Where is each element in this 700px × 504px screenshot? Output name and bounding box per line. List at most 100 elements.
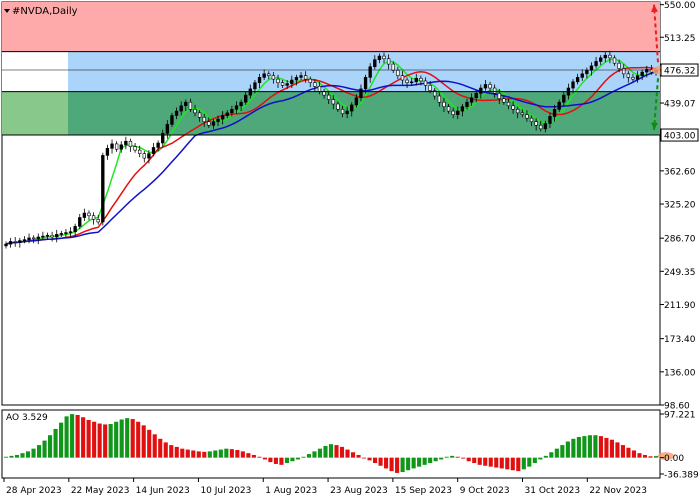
candle: [539, 120, 543, 132]
ao-bar: [246, 453, 251, 458]
date-tick-label: 23 Aug 2023: [330, 486, 388, 496]
candle: [331, 95, 335, 110]
ao-bar: [521, 457, 526, 470]
candle: [299, 72, 303, 81]
candle: [151, 143, 156, 157]
ao-bar: [262, 457, 267, 460]
ao-tick-label: 0.00: [664, 454, 684, 464]
price-tick-label: 211.90: [664, 301, 696, 311]
candle: [460, 103, 465, 117]
candle: [119, 141, 123, 153]
ao-bar: [317, 448, 323, 458]
ao-bar: [637, 453, 642, 458]
date-tick-label: 15 Sep 2023: [395, 486, 452, 496]
ao-bar: [604, 437, 609, 458]
arrow-up-head-icon: [651, 4, 658, 13]
candle: [244, 91, 248, 105]
candle: [147, 150, 151, 164]
arrow-up-line: [653, 4, 659, 63]
ao-bar: [31, 448, 36, 458]
candle: [506, 98, 511, 110]
candle: [179, 101, 183, 116]
ao-bar: [290, 457, 295, 462]
ao-bar: [207, 451, 212, 458]
candle: [50, 231, 54, 242]
candle: [359, 84, 363, 102]
ao-bar: [295, 457, 301, 460]
candle: [285, 80, 289, 89]
ao-bar: [543, 455, 548, 458]
candle: [474, 90, 478, 103]
ao-bar: [527, 457, 532, 467]
ao-bar: [174, 446, 179, 458]
zone-left-blank: [2, 51, 68, 92]
level-label-box: [660, 63, 699, 77]
candle: [585, 67, 589, 79]
candle: [188, 98, 193, 112]
candle: [73, 223, 77, 238]
ao-bar: [516, 457, 521, 472]
ao-bar: [466, 457, 471, 462]
price-axis: 550.00 513.25 476.32 439.07 403.00 362.60 325.…: [660, 1, 699, 412]
ao-bar: [576, 437, 581, 458]
ao-bar: [361, 457, 367, 459]
ao-bar: [218, 449, 223, 458]
ao-bar: [268, 457, 273, 463]
candle: [363, 74, 368, 94]
ao-bar: [20, 453, 25, 458]
ao-bar: [229, 449, 234, 458]
ao-bar: [251, 454, 256, 458]
ao-bar: [609, 439, 614, 458]
ao-bar: [191, 450, 196, 458]
candle: [220, 111, 225, 125]
candle: [101, 152, 105, 226]
price-tick-label: 513.25: [664, 34, 696, 44]
candle: [22, 236, 27, 244]
price-tick-label: 98.60: [664, 402, 690, 412]
ao-bar: [301, 456, 306, 458]
ao-bar: [136, 421, 141, 458]
candle: [262, 69, 266, 81]
candle: [68, 227, 73, 238]
time-axis: 28 Apr 2023 22 May 2023 14 Jun 2023 10 Jul …: [3, 478, 647, 496]
candle: [446, 103, 451, 114]
candle: [410, 78, 414, 86]
candle: [336, 101, 340, 112]
candle: [234, 101, 239, 114]
candle: [529, 115, 534, 127]
date-tick-label: 31 Oct 2023: [525, 486, 581, 496]
ao-bar: [158, 438, 163, 458]
candle: [368, 63, 372, 83]
candle: [469, 93, 474, 106]
candle: [589, 62, 594, 76]
price-tick-label: 249.35: [664, 268, 696, 278]
dropdown-triangle-icon[interactable]: [4, 9, 10, 13]
candle: [55, 229, 59, 243]
price-tick-label: 173.40: [664, 335, 696, 345]
arrow-down-line: [653, 78, 659, 131]
candle: [488, 81, 492, 92]
candlesticks: [4, 50, 658, 249]
price-zone: [2, 2, 660, 52]
candle: [511, 101, 515, 114]
ao-bar: [532, 457, 537, 464]
ao-bar: [549, 452, 554, 458]
date-tick-label: 10 Jul 2023: [200, 486, 251, 496]
candle: [133, 143, 137, 153]
candle: [170, 112, 174, 128]
candle: [599, 55, 603, 65]
candle: [622, 64, 626, 79]
date-tick-label: 14 Jun 2023: [136, 486, 190, 496]
ao-bar: [450, 455, 455, 458]
candle: [562, 91, 566, 106]
ao-bar: [648, 456, 653, 458]
candle: [525, 110, 529, 122]
candle: [156, 140, 160, 151]
ao-bar: [499, 457, 504, 469]
ao-bar: [334, 445, 339, 458]
ao-bar: [14, 454, 20, 458]
ao-bar: [417, 457, 422, 467]
ao-bar: [125, 418, 130, 458]
ao-bar: [240, 451, 245, 458]
ao-bar: [180, 448, 185, 458]
